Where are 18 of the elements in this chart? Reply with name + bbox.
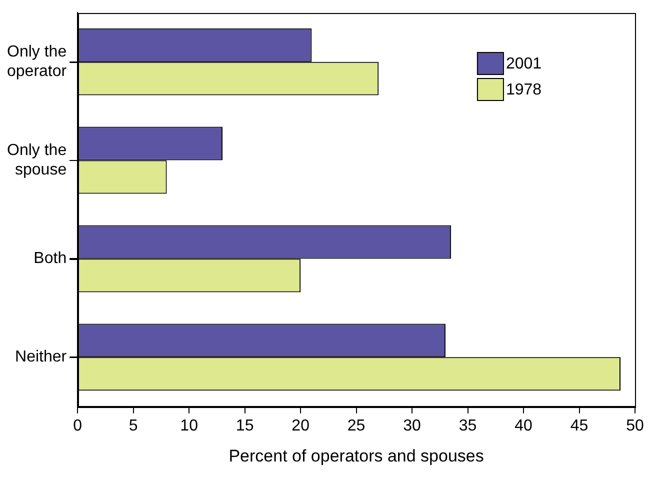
x-tick-label: 10 <box>180 417 198 434</box>
legend-label: 1978 <box>506 81 542 98</box>
y-tick-label: Both <box>34 250 67 268</box>
x-tick-label: 40 <box>514 417 533 434</box>
x-tick-label: 35 <box>458 417 477 434</box>
x-tick-label: 25 <box>347 417 366 434</box>
x-axis-title: Percent of operators and spouses <box>228 446 484 466</box>
x-tick-label: 5 <box>128 417 138 434</box>
x-tick-label: 45 <box>570 417 588 434</box>
x-tick-label: 50 <box>626 417 644 434</box>
x-tick-label: 30 <box>403 417 422 434</box>
x-tick-label: 0 <box>73 417 82 434</box>
y-tick-label: Neither <box>15 348 68 366</box>
y-tick-label: Only the spouse <box>7 142 67 178</box>
x-tick-label: 20 <box>292 417 310 434</box>
x-tick-label: 15 <box>236 417 254 434</box>
legend-label: 2001 <box>506 55 542 72</box>
y-tick-label: Only the operator <box>7 44 68 80</box>
